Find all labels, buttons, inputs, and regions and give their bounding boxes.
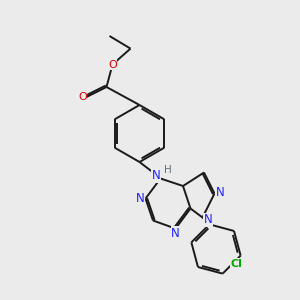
Text: N: N xyxy=(152,169,160,182)
Text: O: O xyxy=(108,59,117,70)
Text: N: N xyxy=(136,192,145,205)
Text: N: N xyxy=(203,213,212,226)
Text: N: N xyxy=(215,185,224,199)
Text: O: O xyxy=(78,92,87,103)
Text: H: H xyxy=(164,165,171,175)
Text: N: N xyxy=(171,226,180,240)
Text: Cl: Cl xyxy=(230,259,242,269)
